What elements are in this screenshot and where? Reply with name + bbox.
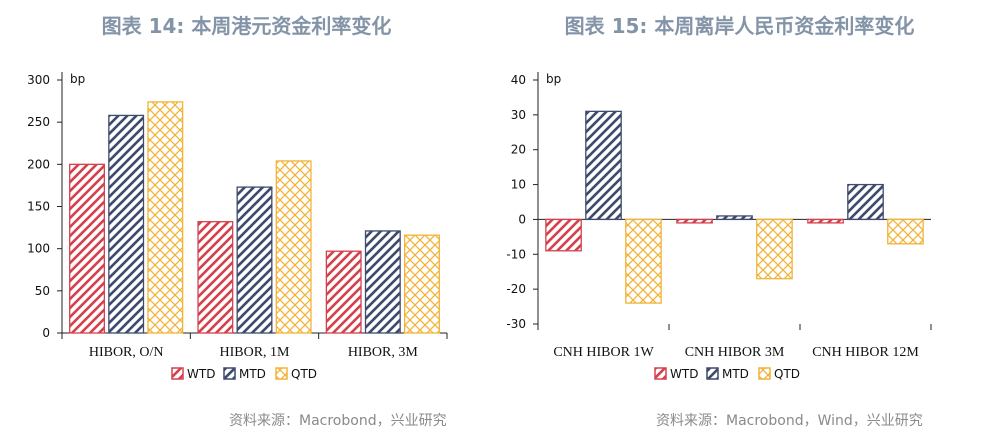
source-note: 资料来源：Macrobond，兴业研究: [229, 413, 447, 429]
y-tick-label: 40: [511, 73, 526, 87]
legend-swatch-wtd: [654, 367, 667, 380]
bar-hibor-o-n-wtd: [69, 163, 105, 334]
bar-cnh-hibor-12m-mtd: [847, 183, 884, 221]
y-tick-label: 20: [511, 143, 526, 157]
bar-cnh-hibor-3m-qtd: [756, 218, 793, 280]
bar-hibor-1m-mtd: [236, 186, 273, 334]
bar-hibor-1m-wtd: [197, 221, 234, 334]
x-category-label: HIBOR, O/N: [89, 345, 164, 360]
source-note: 资料来源：Macrobond，Wind，兴业研究: [656, 413, 923, 429]
chart-panel-cnh: 图表 15: 本周离岸人民币资金利率变化 -30 -20 -10 0 10 20 30 40 b…: [493, 0, 986, 439]
bar-cnh-hibor-1w-mtd: [585, 110, 622, 221]
bar-chart-hkd: 0 50 100 150 200 250 300 bp HIBOR, O/N HIBOR, 1M H…: [27, 72, 448, 381]
legend-label-qtd: QTD: [774, 367, 800, 381]
bar-hibor-o-n-qtd: [147, 101, 184, 334]
bar-chart-cnh: -30 -20 -10 0 10 20 30 40 bp CNH HIBOR 1W CNH HIBO…: [506, 72, 932, 381]
legend-swatch-wtd: [171, 367, 184, 380]
x-category-label: CNH HIBOR 12M: [812, 345, 919, 360]
bar-hibor-1m-qtd: [275, 160, 312, 334]
bar-cnh-hibor-12m-qtd: [887, 218, 924, 245]
bar-cnh-hibor-1w-wtd: [545, 218, 582, 252]
bar-cnh-hibor-12m-wtd: [807, 218, 844, 224]
legend-swatch-qtd: [758, 367, 771, 380]
legend-swatch-mtd: [223, 367, 236, 380]
bar-hibor-3m-qtd: [403, 234, 440, 334]
y-tick-label: -20: [506, 282, 526, 296]
y-tick-label: -30: [506, 317, 526, 331]
bar-cnh-hibor-3m-wtd: [676, 218, 713, 224]
x-category-label: CNH HIBOR 3M: [685, 345, 785, 360]
chart-title: 图表 14: 本周港元资金利率变化: [101, 14, 392, 38]
x-category-label: HIBOR, 1M: [219, 345, 290, 360]
y-tick-label: 50: [35, 284, 50, 298]
legend-label-mtd: MTD: [239, 367, 266, 381]
y-tick-label: 150: [27, 200, 50, 214]
y-tick-label: 200: [27, 157, 50, 171]
y-tick-label: 30: [511, 108, 526, 122]
bar-hibor-3m-wtd: [325, 250, 362, 334]
y-tick-label: -10: [506, 247, 526, 261]
legend-swatch-mtd: [706, 367, 719, 380]
y-tick-label: 0: [42, 326, 50, 340]
bar-hibor-o-n-mtd: [108, 114, 145, 334]
x-category-label: CNH HIBOR 1W: [553, 345, 654, 360]
bar-cnh-hibor-1w-qtd: [625, 218, 662, 304]
chart-title: 图表 15: 本周离岸人民币资金利率变化: [564, 14, 915, 38]
y-tick-label: 300: [27, 73, 50, 87]
x-category-label: HIBOR, 3M: [348, 345, 419, 360]
bar-hibor-3m-mtd: [364, 230, 401, 334]
legend-swatch-qtd: [275, 367, 288, 380]
y-tick-label: 0: [518, 212, 526, 226]
legend-label-wtd: WTD: [670, 367, 698, 381]
legend-label-wtd: WTD: [187, 367, 215, 381]
y-tick-label: 100: [27, 242, 50, 256]
y-unit-label: bp: [70, 72, 85, 86]
legend-label-mtd: MTD: [722, 367, 749, 381]
bar-cnh-hibor-3m-mtd: [716, 215, 753, 221]
y-unit-label: bp: [546, 72, 561, 86]
legend-label-qtd: QTD: [291, 367, 317, 381]
y-tick-label: 10: [511, 178, 526, 192]
chart-panel-hkd: 图表 14: 本周港元资金利率变化 0 50 100 150 200 250 300 bp HI…: [27, 14, 448, 429]
y-tick-label: 250: [27, 115, 50, 129]
